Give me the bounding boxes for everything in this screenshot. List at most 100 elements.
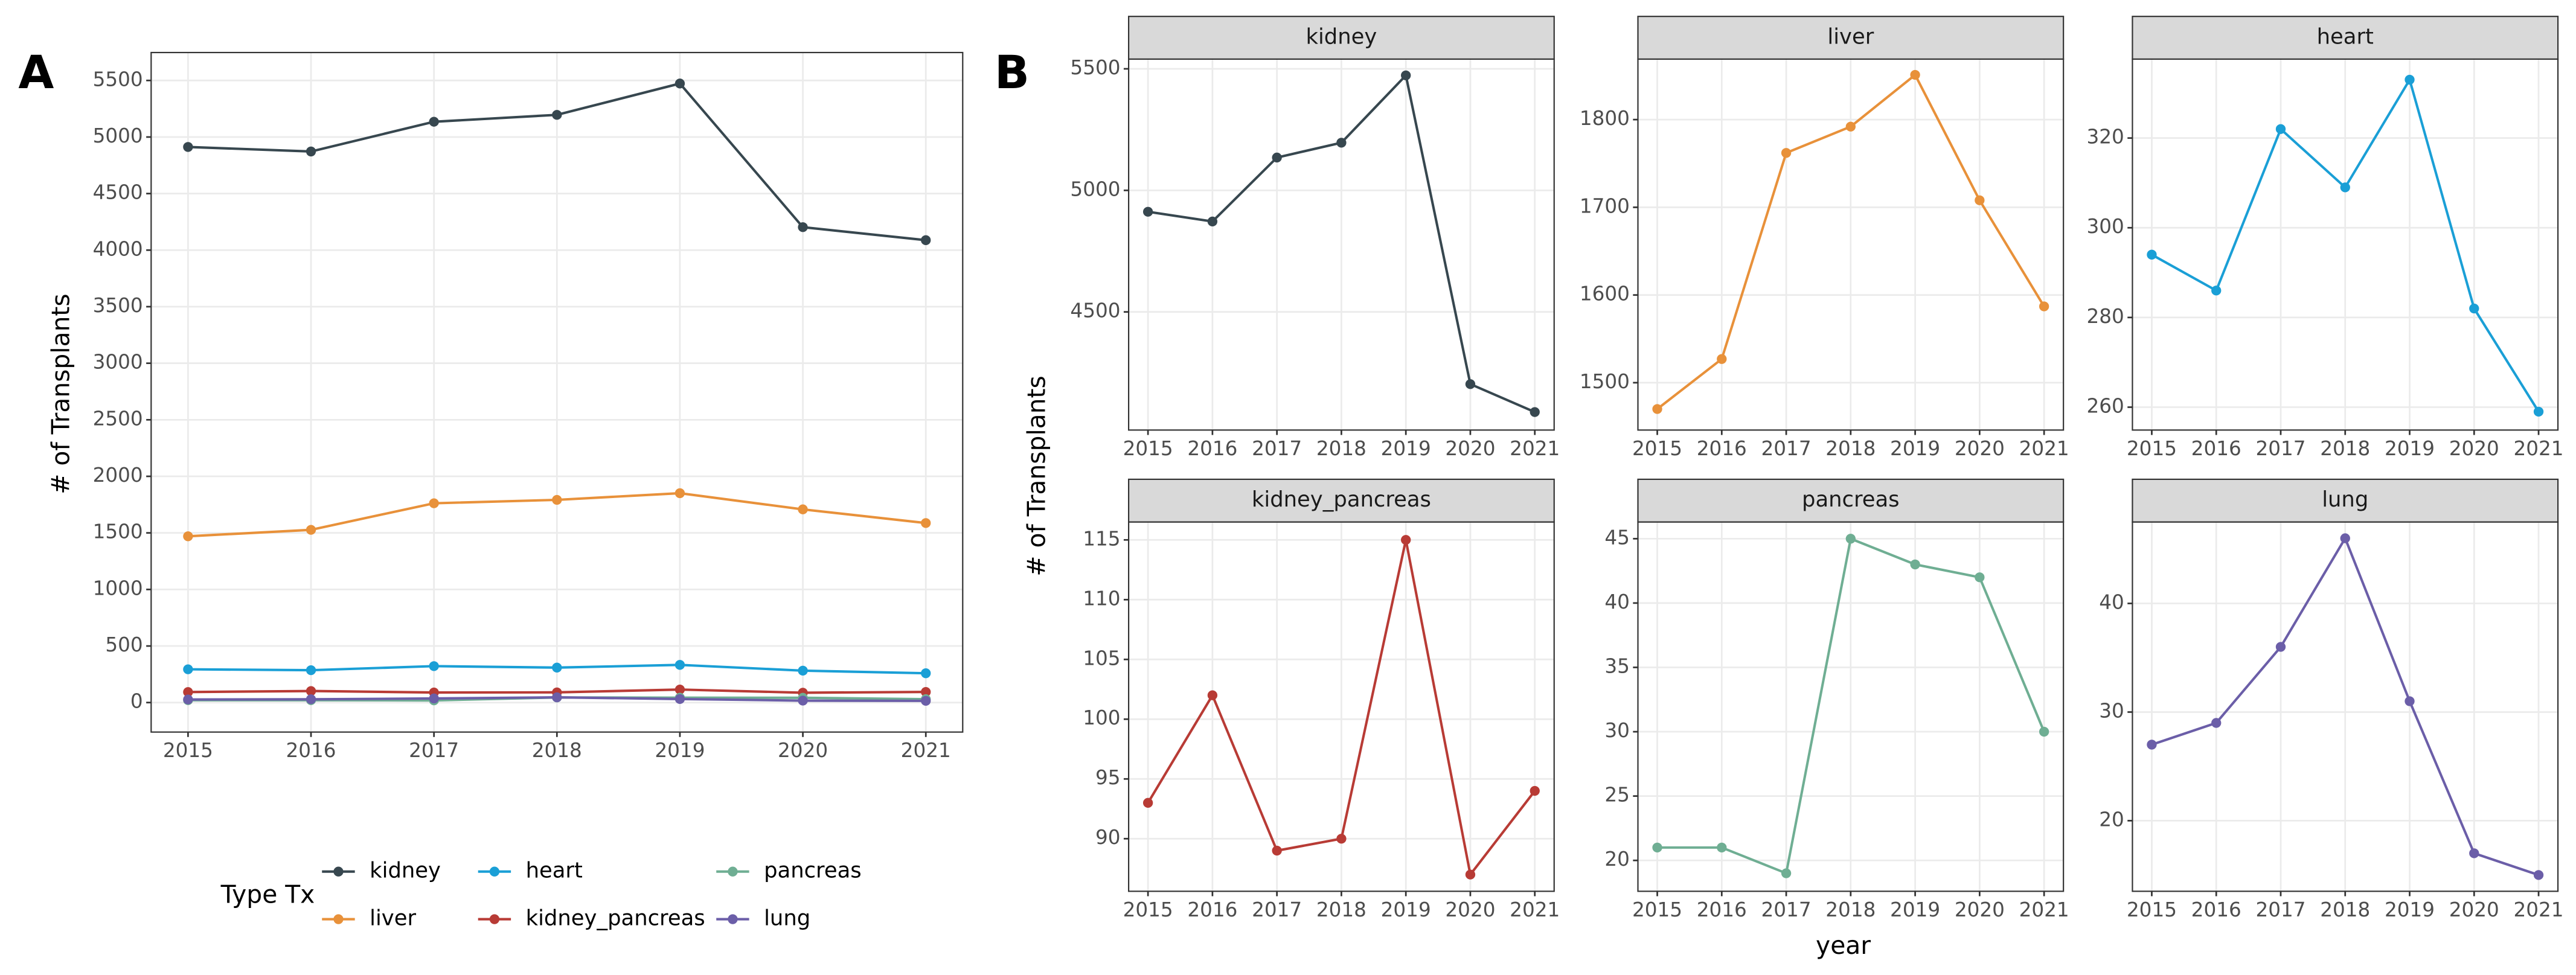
legend-label: heart	[526, 858, 583, 883]
legend-swatch	[333, 866, 344, 877]
data-point	[2340, 182, 2350, 193]
y-tick-label: 1500	[1580, 370, 1630, 393]
data-point	[798, 665, 808, 676]
x-tick-label: 2021	[1510, 437, 1560, 460]
data-point	[2275, 124, 2286, 134]
x-tick-label: 2018	[1825, 437, 1876, 460]
facet-strip	[1637, 478, 2065, 523]
x-tick-label: 2017	[2255, 898, 2305, 921]
y-tick-label: 4500	[93, 181, 143, 204]
data-point	[306, 525, 316, 535]
data-point	[921, 668, 931, 679]
data-point	[1142, 206, 1153, 217]
x-tick-label: 2019	[1381, 898, 1431, 921]
legend-label: kidney	[370, 858, 441, 883]
y-tick-label: 2000	[93, 464, 143, 487]
y-tick-label: 3500	[93, 294, 143, 317]
x-tick-label: 2019	[655, 739, 705, 762]
legend-swatch	[489, 866, 500, 877]
data-point	[306, 694, 316, 705]
x-tick-label: 2019	[2385, 898, 2435, 921]
x-tick-label: 2018	[2320, 437, 2370, 460]
x-tick-label: 2015	[1632, 898, 1682, 921]
facet-strip	[1637, 16, 2065, 60]
y-tick-label: 2500	[93, 407, 143, 430]
x-tick-label: 2019	[1890, 898, 1940, 921]
x-tick-label: 2019	[1890, 437, 1940, 460]
y-tick-label: 100	[1083, 706, 1120, 729]
y-tick-label: 300	[2087, 215, 2124, 238]
y-tick-label: 3000	[93, 351, 143, 374]
data-point	[1530, 785, 1540, 796]
data-point	[429, 661, 439, 671]
legend-label: kidney_pancreas	[526, 906, 705, 931]
data-point	[2039, 301, 2049, 312]
x-tick-label: 2021	[2019, 898, 2069, 921]
facet-title: kidney	[1306, 25, 1377, 50]
y-tick-label: 30	[2099, 699, 2124, 722]
facet-strip	[1128, 16, 1555, 60]
data-point	[306, 146, 316, 157]
data-point	[1845, 121, 1856, 132]
y-tick-label: 25	[1604, 784, 1630, 807]
x-tick-label: 2015	[1123, 437, 1173, 460]
y-tick-label: 320	[2087, 126, 2124, 149]
x-tick-label: 2015	[163, 739, 213, 762]
x-tick-label: 2018	[2320, 898, 2370, 921]
data-point	[798, 504, 808, 514]
y-tick-label: 40	[1604, 590, 1630, 613]
x-tick-label: 2018	[1316, 437, 1366, 460]
data-point	[1530, 407, 1540, 417]
data-point	[1272, 845, 1282, 856]
data-point	[2147, 740, 2157, 750]
x-tick-label: 2020	[2449, 898, 2499, 921]
data-point	[2405, 696, 2415, 706]
panel-label: A	[18, 45, 54, 99]
y-tick-label: 1800	[1580, 107, 1630, 130]
data-point	[2211, 718, 2222, 728]
data-point	[1142, 798, 1153, 808]
x-tick-label: 2016	[286, 739, 336, 762]
data-point	[1652, 404, 1662, 414]
legend-swatch	[489, 914, 500, 924]
data-point	[674, 685, 685, 695]
y-tick-label: 500	[105, 633, 143, 656]
data-point	[674, 694, 685, 705]
y-tick-label: 1500	[93, 520, 143, 543]
plot-border	[150, 51, 964, 733]
data-point	[429, 693, 439, 704]
x-tick-label: 2020	[1445, 437, 1495, 460]
data-point	[183, 694, 193, 705]
y-tick-label: 45	[1604, 526, 1630, 549]
y-tick-label: 1700	[1580, 194, 1630, 217]
data-point	[183, 142, 193, 152]
y-tick-label: 40	[2099, 591, 2124, 614]
data-point	[921, 686, 931, 697]
x-tick-label: 2019	[2385, 437, 2435, 460]
data-point	[921, 695, 931, 706]
facet-title: pancreas	[1802, 487, 1900, 512]
data-point	[1336, 138, 1347, 148]
data-point	[1207, 216, 1218, 227]
data-point	[1207, 690, 1218, 700]
data-point	[921, 518, 931, 528]
x-tick-label: 2016	[1187, 898, 1237, 921]
data-point	[798, 222, 808, 232]
x-tick-label: 2017	[1761, 898, 1812, 921]
x-tick-label: 2021	[1510, 898, 1560, 921]
data-point	[2533, 406, 2544, 417]
y-axis-label: # of Transplants	[46, 293, 75, 494]
x-tick-label: 2017	[2255, 437, 2305, 460]
y-tick-label: 280	[2087, 305, 2124, 328]
x-tick-label: 2015	[1632, 437, 1682, 460]
data-point	[1975, 572, 1985, 583]
y-tick-label: 4000	[93, 237, 143, 260]
facet-title: heart	[2317, 25, 2374, 50]
data-point	[2405, 74, 2415, 85]
x-tick-label: 2018	[1825, 898, 1876, 921]
y-tick-label: 0	[130, 690, 143, 713]
x-tick-label: 2016	[1697, 898, 1747, 921]
data-point	[1272, 152, 1282, 163]
x-axis-label: year	[1816, 931, 1871, 960]
x-tick-label: 2016	[1697, 437, 1747, 460]
